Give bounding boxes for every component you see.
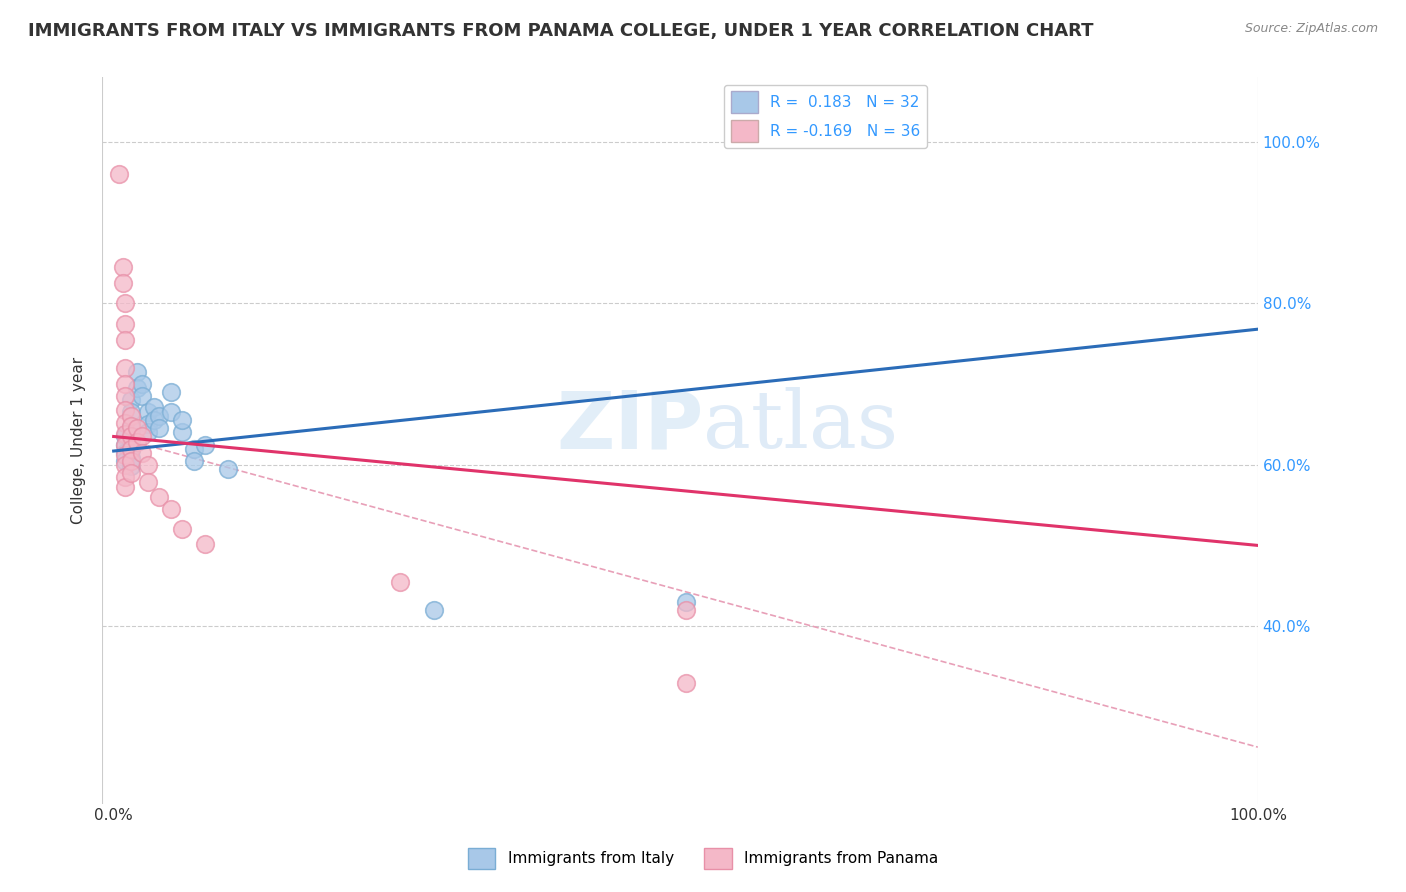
Y-axis label: College, Under 1 year: College, Under 1 year xyxy=(72,357,86,524)
Point xyxy=(114,389,136,403)
Point xyxy=(194,537,217,551)
Point xyxy=(131,377,153,392)
Point xyxy=(120,405,142,419)
Text: ZIP: ZIP xyxy=(555,387,703,465)
Point xyxy=(136,417,159,432)
Point xyxy=(217,462,239,476)
Point xyxy=(160,385,183,400)
Point xyxy=(675,675,697,690)
Point xyxy=(125,421,148,435)
Point xyxy=(111,260,134,274)
Point xyxy=(111,276,134,290)
Point xyxy=(120,459,142,474)
Point xyxy=(120,451,142,466)
Point xyxy=(114,445,136,459)
Point xyxy=(148,421,170,435)
Point xyxy=(131,429,153,443)
Point xyxy=(120,466,142,480)
Legend: Immigrants from Italy, Immigrants from Panama: Immigrants from Italy, Immigrants from P… xyxy=(461,841,945,875)
Point xyxy=(136,458,159,472)
Point xyxy=(114,427,136,442)
Point xyxy=(120,419,142,434)
Point xyxy=(142,413,165,427)
Point xyxy=(108,167,131,181)
Text: atlas: atlas xyxy=(703,387,898,465)
Text: IMMIGRANTS FROM ITALY VS IMMIGRANTS FROM PANAMA COLLEGE, UNDER 1 YEAR CORRELATIO: IMMIGRANTS FROM ITALY VS IMMIGRANTS FROM… xyxy=(28,22,1094,40)
Point xyxy=(114,470,136,484)
Point xyxy=(125,435,148,450)
Point xyxy=(114,333,136,347)
Point xyxy=(160,502,183,516)
Point xyxy=(120,442,142,456)
Point xyxy=(114,429,136,443)
Text: Source: ZipAtlas.com: Source: ZipAtlas.com xyxy=(1244,22,1378,36)
Point xyxy=(131,389,153,403)
Point xyxy=(120,409,142,424)
Point xyxy=(194,437,217,451)
Point xyxy=(423,603,446,617)
Point xyxy=(114,402,136,417)
Point xyxy=(388,574,411,589)
Legend: R =  0.183   N = 32, R = -0.169   N = 36: R = 0.183 N = 32, R = -0.169 N = 36 xyxy=(724,85,927,148)
Point xyxy=(136,405,159,419)
Point xyxy=(148,490,170,504)
Point xyxy=(114,458,136,472)
Point xyxy=(125,365,148,379)
Point xyxy=(114,360,136,375)
Point xyxy=(114,317,136,331)
Point xyxy=(172,522,194,536)
Point xyxy=(120,393,142,408)
Point xyxy=(120,429,142,443)
Point xyxy=(114,377,136,392)
Point xyxy=(120,434,142,448)
Point xyxy=(120,443,142,458)
Point xyxy=(114,448,136,462)
Point xyxy=(183,442,205,456)
Point xyxy=(160,405,183,419)
Point xyxy=(136,475,159,490)
Point xyxy=(172,413,194,427)
Point xyxy=(675,595,697,609)
Point xyxy=(125,381,148,395)
Point xyxy=(131,445,153,459)
Point xyxy=(114,480,136,494)
Point xyxy=(114,437,136,451)
Point xyxy=(114,296,136,310)
Point xyxy=(142,400,165,414)
Point xyxy=(148,409,170,424)
Point xyxy=(114,453,136,467)
Point xyxy=(675,603,697,617)
Point xyxy=(120,453,142,467)
Point xyxy=(114,437,136,451)
Point xyxy=(114,416,136,430)
Point xyxy=(183,453,205,467)
Point xyxy=(172,425,194,440)
Point xyxy=(120,421,142,435)
Point xyxy=(136,425,159,440)
